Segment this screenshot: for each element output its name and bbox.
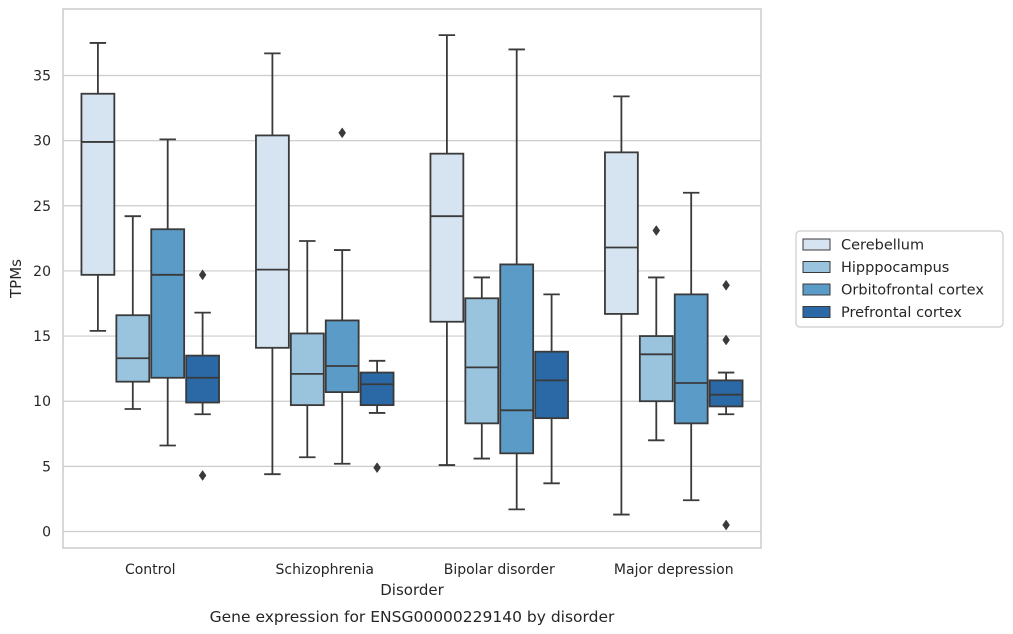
box-body: [429, 152, 465, 323]
box-body: [604, 151, 639, 315]
plot-frame: [62, 8, 762, 549]
plot-boxes: [80, 34, 744, 531]
y-tick-label: 20: [33, 264, 51, 280]
y-tick-label: 0: [42, 525, 51, 541]
legend: Cerebellum Hipppocampus Orbitofrontal cort…: [795, 230, 1004, 328]
outlier-point: [652, 225, 661, 236]
legend-label: Cerebellum: [841, 238, 924, 254]
box-body: [638, 335, 674, 403]
outlier-point: [373, 462, 381, 474]
x-tick-label: Control: [125, 562, 176, 578]
box-3-0: [604, 95, 639, 516]
legend-label: Prefrontal cortex: [841, 305, 962, 321]
box-body: [499, 263, 535, 455]
box-0-0: [80, 42, 116, 332]
y-tick-labels: 0 5 10 15 20 25 30 35: [33, 69, 51, 541]
box-body: [324, 319, 360, 393]
chart-caption: Gene expression for ENSG00000229140 by d…: [210, 608, 615, 626]
legend-swatch: [802, 283, 831, 296]
box-3-2: [673, 191, 709, 502]
box-body: [115, 314, 151, 383]
box-2-2: [499, 48, 535, 511]
box-1-0: [255, 52, 290, 476]
y-tick-label: 30: [33, 134, 51, 150]
legend-frame: [795, 230, 1004, 328]
box-body: [673, 293, 709, 425]
box-body: [255, 134, 290, 349]
legend-swatch: [802, 306, 831, 318]
y-axis-label: TPMs: [7, 259, 25, 299]
box-0-3: [185, 269, 220, 481]
legend-swatch: [802, 261, 831, 273]
outlier-point: [198, 470, 207, 481]
box-1-2: [324, 127, 360, 465]
legend-label: Hipppocampus: [841, 260, 949, 276]
y-tick-label: 5: [42, 459, 51, 475]
box-1-1: [289, 240, 325, 459]
box-body: [464, 297, 500, 425]
legend-label: Orbitofrontal cortex: [841, 283, 984, 299]
y-tick-label: 10: [33, 394, 51, 410]
box-3-3: [708, 279, 744, 531]
box-1-3: [359, 359, 395, 474]
box-body: [708, 379, 744, 408]
box-body: [150, 228, 186, 379]
box-0-2: [150, 138, 186, 447]
box-body: [185, 354, 220, 404]
box-2-1: [464, 276, 500, 460]
box-2-3: [534, 293, 569, 485]
outlier-point: [338, 127, 347, 139]
box-body: [359, 371, 395, 407]
box-body: [534, 350, 569, 420]
box-body: [80, 92, 116, 276]
y-tick-label: 25: [33, 199, 51, 215]
outlier-point: [722, 519, 730, 531]
box-3-1: [638, 225, 674, 442]
x-tick-label: Schizophrenia: [276, 562, 374, 578]
x-axis-label: Disorder: [380, 581, 444, 599]
box-0-1: [115, 215, 151, 410]
y-tick-label: 15: [33, 329, 51, 345]
box-body: [289, 332, 325, 407]
x-tick-label: Bipolar disorder: [444, 562, 555, 578]
y-tick-label: 35: [33, 69, 51, 85]
outlier-point: [198, 269, 207, 281]
legend-swatch: [802, 238, 831, 251]
x-tick-label: Major depression: [614, 562, 734, 578]
x-tick-labels: Control Schizophrenia Bipolar disorder Majo…: [125, 562, 734, 578]
box-2-0: [429, 34, 465, 466]
outlier-point: [722, 334, 730, 346]
outlier-point: [722, 279, 730, 291]
